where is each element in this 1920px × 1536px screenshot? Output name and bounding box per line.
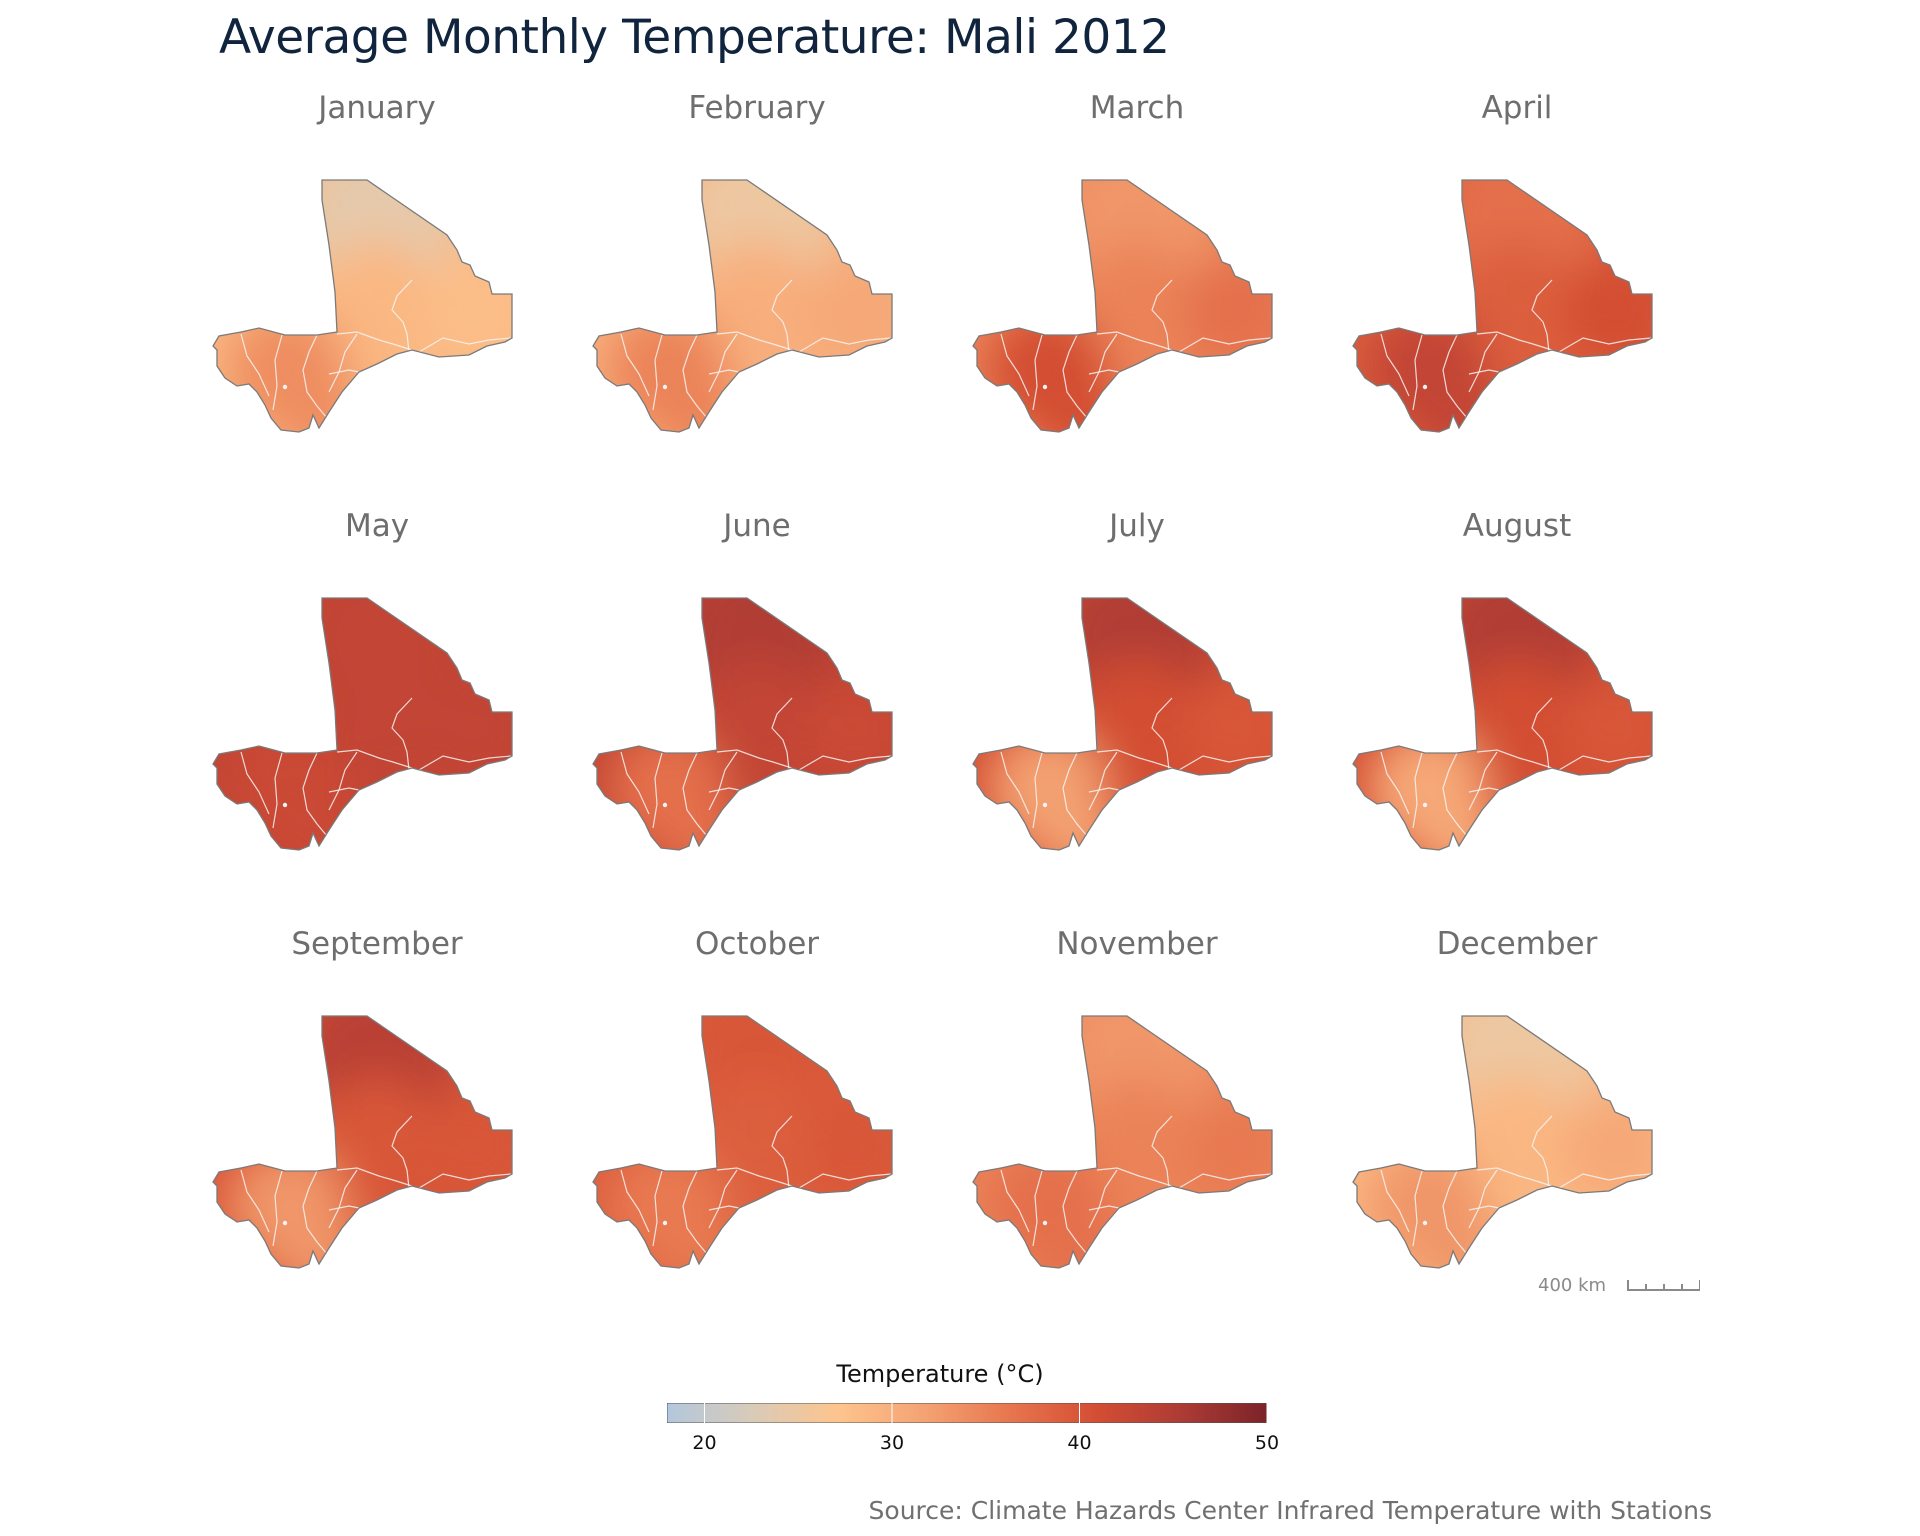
- map-may: [212, 597, 513, 851]
- panel-title-february: February: [688, 90, 826, 126]
- panel-title-july: July: [1109, 508, 1165, 544]
- map-april: [1352, 179, 1653, 433]
- map-january: [212, 179, 513, 433]
- panel-title-june: June: [723, 508, 791, 544]
- scale-bar: 400 km: [1538, 1275, 1700, 1296]
- color-scale-bar: [667, 1403, 1267, 1423]
- map-october: [592, 1015, 893, 1269]
- panel-title-september: September: [291, 926, 463, 962]
- map-july: [972, 597, 1273, 851]
- map-december: [1352, 1015, 1653, 1269]
- panel-title-april: April: [1481, 90, 1553, 126]
- map-september: [212, 1015, 513, 1269]
- chart-title: Average Monthly Temperature: Mali 2012: [219, 10, 1170, 65]
- panel-title-may: May: [344, 508, 410, 544]
- panel-title-march: March: [1089, 90, 1185, 126]
- legend-tick-label: 30: [879, 1432, 905, 1454]
- panel-title-october: October: [694, 926, 820, 962]
- map-june: [592, 597, 893, 851]
- panel-title-november: November: [1056, 926, 1218, 962]
- map-august: [1352, 597, 1653, 851]
- panel-title-december: December: [1436, 926, 1598, 962]
- legend-tick-label: 40: [1067, 1432, 1092, 1454]
- legend-tick-label: 50: [1254, 1432, 1280, 1454]
- map-november: [972, 1015, 1273, 1269]
- legend-tick-label: 20: [692, 1432, 717, 1454]
- source-note: Source: Climate Hazards Center Infrared …: [868, 1496, 1712, 1525]
- scale-bar-label: 400 km: [1538, 1275, 1606, 1296]
- panel-title-august: August: [1462, 508, 1572, 544]
- legend-title: Temperature (°C): [836, 1360, 1044, 1388]
- panel-title-january: January: [318, 90, 436, 126]
- map-march: [972, 179, 1273, 433]
- map-february: [592, 179, 893, 433]
